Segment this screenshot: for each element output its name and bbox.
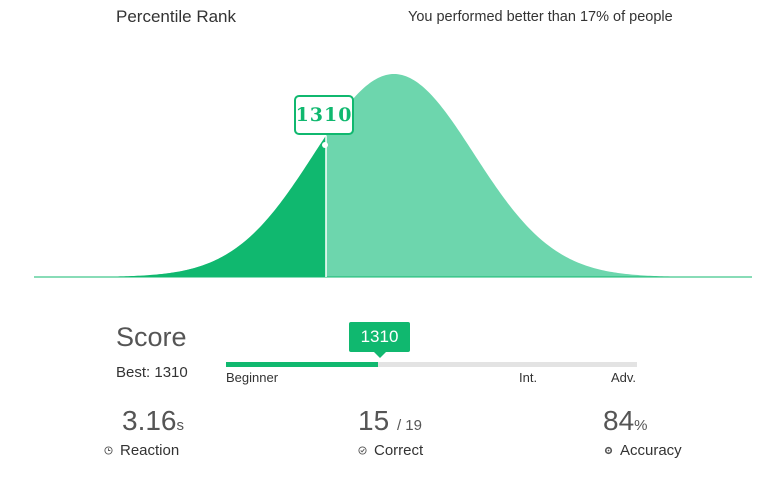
score-badge: 1310 (349, 322, 410, 352)
reaction-label: Reaction (104, 442, 179, 459)
correct-total: / 19 (396, 417, 422, 434)
distribution-area (34, 74, 752, 277)
score-progress-track (226, 362, 637, 367)
accuracy-value: 84% (603, 405, 648, 436)
correct-value: 15 / 19 (358, 405, 422, 436)
clock-icon (104, 446, 113, 455)
level-beginner: Beginner (226, 370, 279, 385)
distribution-area-below-score (34, 135, 326, 277)
reaction-value: 3.16s (122, 405, 185, 436)
score-title: Score (116, 322, 187, 352)
level-advanced: Adv. (611, 370, 637, 385)
reaction-unit: s (176, 417, 185, 434)
marker-dot (322, 142, 328, 148)
level-intermediate: Int. (519, 370, 538, 385)
best-score: Best: 1310 (116, 364, 188, 381)
correct-label: Correct (358, 442, 423, 459)
score-progress-fill (226, 362, 379, 367)
accuracy-label: Accuracy (604, 442, 682, 459)
accuracy-unit: % (634, 417, 648, 434)
percentile-rank-title: Percentile Rank (116, 7, 237, 26)
distribution-curve (34, 74, 752, 278)
percentile-summary: You performed better than 17% of people (408, 9, 673, 25)
check-circle-icon (358, 446, 367, 455)
score-marker: 1310 (294, 95, 354, 135)
target-icon (604, 446, 613, 455)
score-badge-pointer (373, 351, 387, 358)
